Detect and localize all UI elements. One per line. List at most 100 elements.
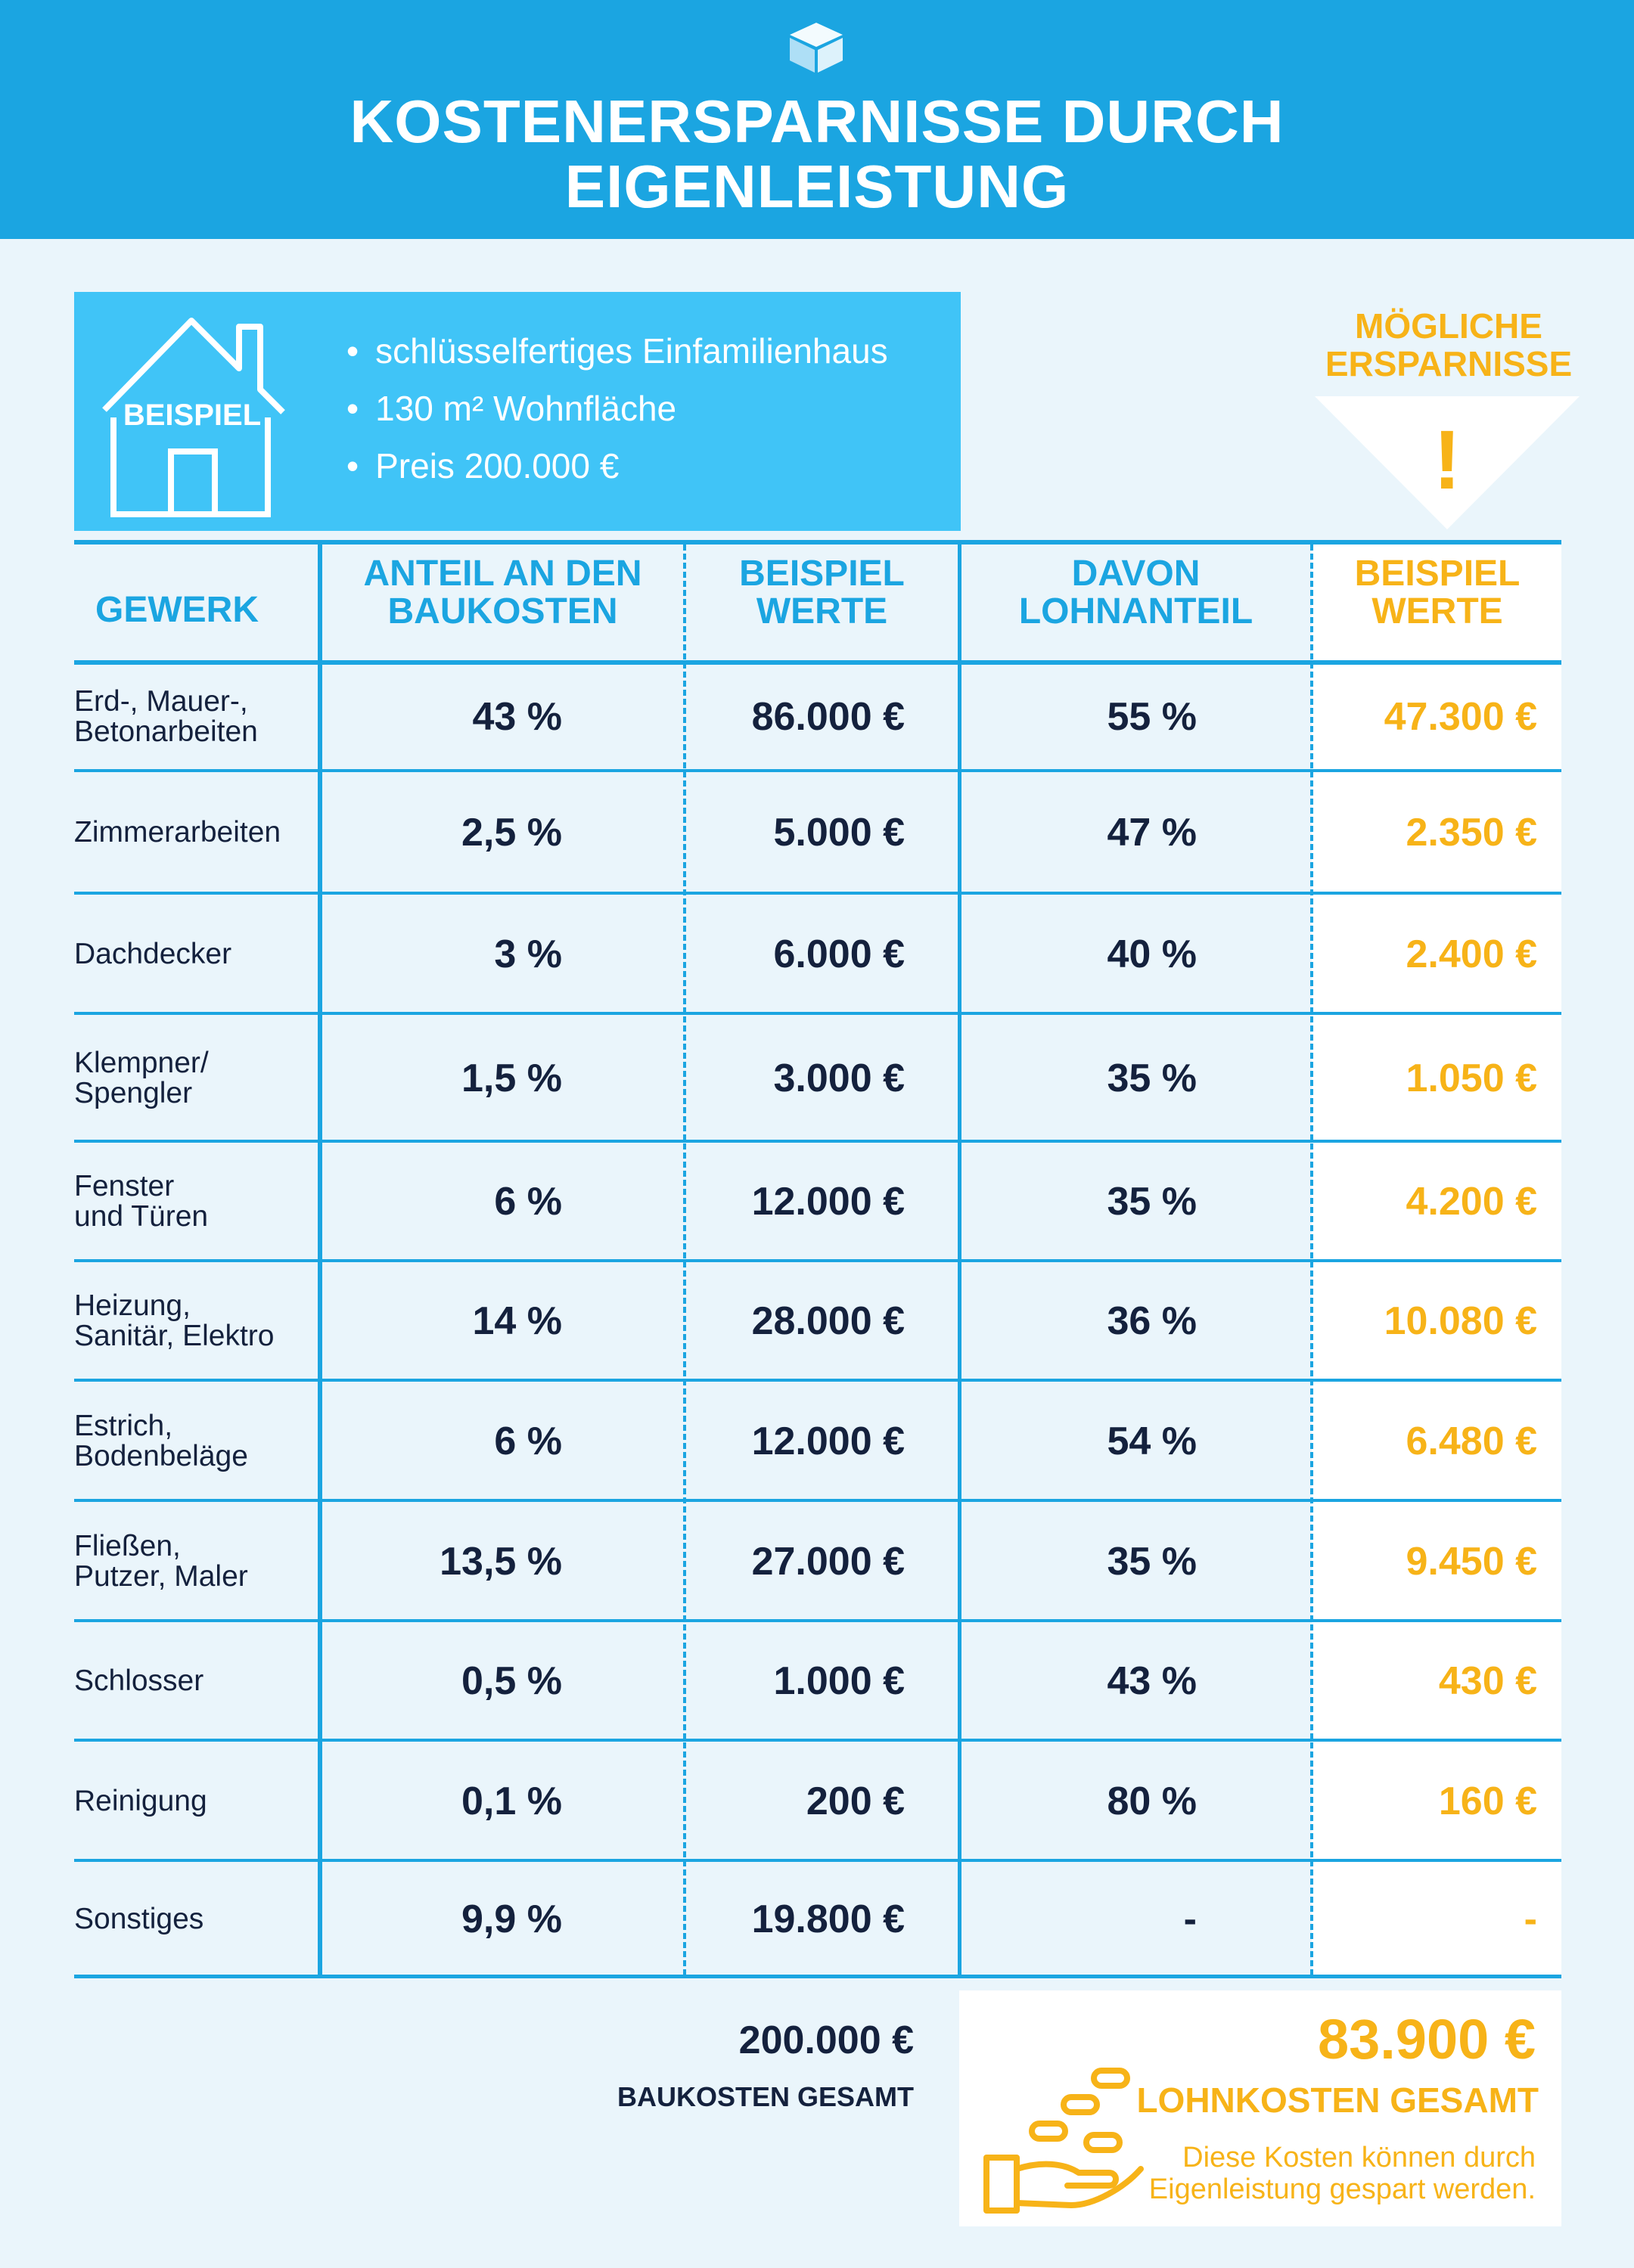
cube-logo-icon [790, 23, 843, 73]
wert-cell: 27.000 € [751, 1539, 905, 1584]
row-rule [74, 769, 1561, 772]
column-header-wert: BEISPIEL WERTE [686, 555, 958, 631]
anteil-cell: 1,5 % [461, 1056, 562, 1100]
wert-cell: 6.000 € [773, 932, 906, 976]
column-header-lohn: DAVON LOHNANTEIL [961, 555, 1310, 631]
gewerk-cell: Fenster und Türen [74, 1170, 209, 1233]
row-rule [74, 1739, 1561, 1742]
example-item: schlüsselfertiges Einfamilienhaus [346, 322, 888, 380]
column-header-line: LOHNANTEIL [1018, 591, 1253, 631]
example-list: schlüsselfertiges Einfamilienhaus 130 m²… [346, 322, 888, 495]
gewerk-cell: Zimmerarbeiten [74, 816, 281, 849]
lohn-cell: 54 % [1107, 1419, 1197, 1463]
lohn-cell: 36 % [1107, 1299, 1197, 1343]
exclamation-mark: ! [1434, 414, 1462, 507]
gewerk-cell: Heizung, Sanitär, Elektro [74, 1289, 275, 1352]
column-divider-dashed [1310, 545, 1313, 1975]
savings-heading-line-2: ERSPARNISSE [1325, 344, 1573, 383]
row-rule [74, 1379, 1561, 1382]
exclamation-triangle-icon: ! [1315, 396, 1580, 529]
row-rule [74, 1259, 1561, 1262]
lohn-cell: 43 % [1107, 1659, 1197, 1703]
ersparnis-cell: 2.400 € [1406, 932, 1538, 976]
total-lohnkosten-value: 83.900 € [1317, 2008, 1536, 2071]
header: KOSTENERSPARNISSE DURCH EIGENLEISTUNG [0, 0, 1634, 239]
wert-cell: 3.000 € [773, 1056, 906, 1100]
lohn-cell: 47 % [1107, 811, 1197, 855]
ersparnis-cell: 47.300 € [1384, 695, 1537, 739]
anteil-cell: 6 % [494, 1180, 562, 1224]
example-box: BEISPIEL schlüsselfertiges Einfamilienha… [74, 292, 961, 531]
column-header-line: ANTEIL AN DEN [363, 554, 642, 594]
anteil-cell: 6 % [494, 1419, 562, 1463]
anteil-cell: 2,5 % [461, 811, 562, 855]
anteil-cell: 0,5 % [461, 1659, 562, 1703]
ersparnis-cell: 1.050 € [1406, 1056, 1538, 1100]
total-lohnkosten-label: LOHNKOSTEN GESAMT [1136, 2080, 1539, 2120]
lohn-cell: 35 % [1107, 1539, 1197, 1584]
gewerk-cell: Erd-, Mauer-, Betonarbeiten [74, 685, 258, 748]
savings-heading-line-1: MÖGLICHE [1355, 306, 1542, 346]
gewerk-cell: Sonstiges [74, 1902, 204, 1935]
column-header-anteil: ANTEIL AN DEN BAUKOSTEN [322, 555, 683, 631]
gewerk-cell: Fließen, Putzer, Maler [74, 1529, 248, 1593]
anteil-cell: 13,5 % [440, 1539, 562, 1584]
table-top-rule [74, 540, 1561, 545]
gewerk-cell: Klempner/ Spengler [74, 1046, 209, 1109]
column-divider-dashed [683, 545, 686, 1975]
row-rule [74, 660, 1561, 665]
column-divider [958, 540, 961, 1977]
column-header-gewerk: GEWERK [74, 591, 318, 629]
gewerk-cell: Reinigung [74, 1784, 207, 1817]
row-rule [74, 1619, 1561, 1622]
row-rule [74, 1499, 1561, 1502]
lohn-cell: 80 % [1107, 1779, 1197, 1823]
table-bottom-rule [74, 1975, 1561, 1978]
savings-column-background [1312, 540, 1561, 1977]
example-item: 130 m² Wohnfläche [346, 380, 888, 437]
row-rule [74, 892, 1561, 895]
lohn-cell: 40 % [1107, 932, 1197, 976]
column-header-line: WERTE [756, 591, 888, 631]
column-header-line: GEWERK [95, 590, 259, 630]
column-header-line: BEISPIEL [739, 554, 905, 594]
total-baukosten-label: BAUKOSTEN GESAMT [617, 2081, 914, 2112]
page-title: KOSTENERSPARNISSE DURCH EIGENLEISTUNG [0, 89, 1634, 219]
column-header-line: BEISPIEL [1354, 554, 1521, 594]
savings-total-box: 83.900 € LOHNKOSTEN GESAMT Diese Kosten … [959, 1990, 1561, 2226]
row-rule [74, 1859, 1561, 1862]
savings-note: Diese Kosten können durch Eigenleistung … [1149, 2142, 1536, 2205]
column-header-line: BAUKOSTEN [387, 591, 618, 631]
column-header-ersparnis: BEISPIEL WERTE [1313, 555, 1561, 631]
column-divider [318, 540, 322, 1977]
ersparnis-cell: 9.450 € [1406, 1539, 1538, 1584]
hand-coins-icon [983, 2068, 1144, 2214]
wert-cell: 12.000 € [751, 1180, 905, 1224]
column-header-line: WERTE [1372, 591, 1503, 631]
anteil-cell: 14 % [472, 1299, 562, 1343]
wert-cell: 12.000 € [751, 1419, 905, 1463]
house-icon: BEISPIEL [102, 318, 285, 517]
ersparnis-cell: 6.480 € [1406, 1419, 1538, 1463]
lohn-cell: 35 % [1107, 1056, 1197, 1100]
example-item: Preis 200.000 € [346, 437, 888, 495]
gewerk-cell: Dachdecker [74, 937, 232, 970]
anteil-cell: 3 % [494, 932, 562, 976]
gewerk-cell: Schlosser [74, 1665, 204, 1697]
ersparnis-cell: 160 € [1438, 1779, 1537, 1823]
lohn-cell: 35 % [1107, 1180, 1197, 1224]
lohn-cell: - [1183, 1897, 1197, 1941]
anteil-cell: 43 % [472, 695, 562, 739]
wert-cell: 5.000 € [773, 811, 906, 855]
title-line-2: EIGENLEISTUNG [564, 153, 1070, 220]
ersparnis-cell: 10.080 € [1384, 1299, 1537, 1343]
anteil-cell: 0,1 % [461, 1779, 562, 1823]
wert-cell: 19.800 € [751, 1897, 905, 1941]
title-line-1: KOSTENERSPARNISSE DURCH [349, 88, 1285, 155]
savings-note-line-1: Diese Kosten können durch [1182, 2142, 1536, 2173]
column-header-line: DAVON [1071, 554, 1201, 594]
ersparnis-cell: 2.350 € [1406, 811, 1538, 855]
row-rule [74, 1012, 1561, 1015]
wert-cell: 28.000 € [751, 1299, 905, 1343]
wert-cell: 200 € [806, 1779, 905, 1823]
